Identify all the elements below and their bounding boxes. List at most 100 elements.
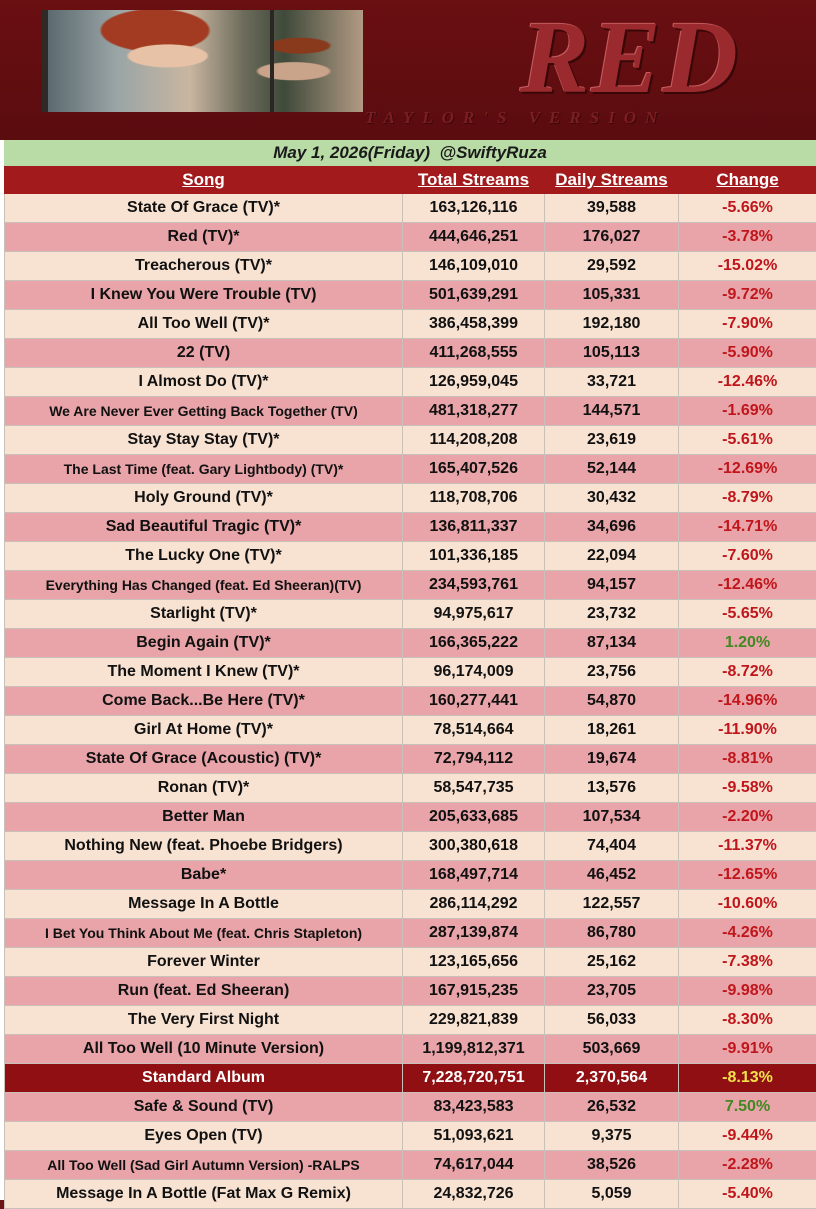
- daily-streams-cell[interactable]: 105,331: [545, 281, 679, 310]
- total-streams-cell[interactable]: 24,832,726: [403, 1180, 545, 1209]
- total-streams-cell[interactable]: 234,593,761: [403, 571, 545, 600]
- total-streams-cell[interactable]: 411,268,555: [403, 339, 545, 368]
- daily-streams-cell[interactable]: 56,033: [545, 1006, 679, 1035]
- change-cell[interactable]: -12.46%: [679, 368, 816, 397]
- song-cell[interactable]: All Too Well (10 Minute Version): [5, 1035, 403, 1064]
- daily-streams-cell[interactable]: 2,370,564: [545, 1064, 679, 1093]
- change-cell[interactable]: -5.65%: [679, 600, 816, 629]
- song-cell[interactable]: Everything Has Changed (feat. Ed Sheeran…: [5, 571, 403, 600]
- song-cell[interactable]: Begin Again (TV)*: [5, 629, 403, 658]
- daily-streams-cell[interactable]: 94,157: [545, 571, 679, 600]
- change-cell[interactable]: -8.79%: [679, 484, 816, 513]
- total-streams-cell[interactable]: 481,318,277: [403, 397, 545, 426]
- daily-streams-cell[interactable]: 9,375: [545, 1122, 679, 1151]
- change-cell[interactable]: -5.40%: [679, 1180, 816, 1209]
- daily-streams-cell[interactable]: 107,534: [545, 803, 679, 832]
- change-cell[interactable]: -7.38%: [679, 948, 816, 977]
- total-streams-cell[interactable]: 300,380,618: [403, 832, 545, 861]
- change-cell[interactable]: -5.61%: [679, 426, 816, 455]
- change-cell[interactable]: -11.90%: [679, 716, 816, 745]
- song-cell[interactable]: Better Man: [5, 803, 403, 832]
- total-streams-cell[interactable]: 229,821,839: [403, 1006, 545, 1035]
- change-cell[interactable]: -2.20%: [679, 803, 816, 832]
- total-streams-cell[interactable]: 168,497,714: [403, 861, 545, 890]
- song-cell[interactable]: Starlight (TV)*: [5, 600, 403, 629]
- total-streams-cell[interactable]: 165,407,526: [403, 455, 545, 484]
- song-cell[interactable]: Girl At Home (TV)*: [5, 716, 403, 745]
- total-streams-cell[interactable]: 114,208,208: [403, 426, 545, 455]
- daily-streams-cell[interactable]: 18,261: [545, 716, 679, 745]
- daily-streams-cell[interactable]: 23,732: [545, 600, 679, 629]
- daily-streams-cell[interactable]: 176,027: [545, 223, 679, 252]
- song-cell[interactable]: I Bet You Think About Me (feat. Chris St…: [5, 919, 403, 948]
- change-cell[interactable]: -12.65%: [679, 861, 816, 890]
- total-streams-cell[interactable]: 51,093,621: [403, 1122, 545, 1151]
- song-cell[interactable]: Message In A Bottle: [5, 890, 403, 919]
- song-cell[interactable]: Babe*: [5, 861, 403, 890]
- col-header-song[interactable]: Song: [5, 167, 403, 194]
- change-cell[interactable]: -12.69%: [679, 455, 816, 484]
- daily-streams-cell[interactable]: 19,674: [545, 745, 679, 774]
- song-cell[interactable]: We Are Never Ever Getting Back Together …: [5, 397, 403, 426]
- change-cell[interactable]: -8.81%: [679, 745, 816, 774]
- total-streams-cell[interactable]: 444,646,251: [403, 223, 545, 252]
- song-cell[interactable]: All Too Well (TV)*: [5, 310, 403, 339]
- daily-streams-cell[interactable]: 25,162: [545, 948, 679, 977]
- song-cell[interactable]: State Of Grace (Acoustic) (TV)*: [5, 745, 403, 774]
- song-cell[interactable]: The Last Time (feat. Gary Lightbody) (TV…: [5, 455, 403, 484]
- change-cell[interactable]: -12.46%: [679, 571, 816, 600]
- change-cell[interactable]: -7.90%: [679, 310, 816, 339]
- total-streams-cell[interactable]: 74,617,044: [403, 1151, 545, 1180]
- change-cell[interactable]: -9.44%: [679, 1122, 816, 1151]
- daily-streams-cell[interactable]: 23,756: [545, 658, 679, 687]
- daily-streams-cell[interactable]: 26,532: [545, 1093, 679, 1122]
- daily-streams-cell[interactable]: 86,780: [545, 919, 679, 948]
- daily-streams-cell[interactable]: 23,705: [545, 977, 679, 1006]
- total-streams-cell[interactable]: 126,959,045: [403, 368, 545, 397]
- daily-streams-cell[interactable]: 39,588: [545, 194, 679, 223]
- daily-streams-cell[interactable]: 13,576: [545, 774, 679, 803]
- change-cell[interactable]: -8.30%: [679, 1006, 816, 1035]
- daily-streams-cell[interactable]: 52,144: [545, 455, 679, 484]
- change-cell[interactable]: -9.98%: [679, 977, 816, 1006]
- total-streams-cell[interactable]: 166,365,222: [403, 629, 545, 658]
- song-cell[interactable]: Message In A Bottle (Fat Max G Remix): [5, 1180, 403, 1209]
- total-streams-cell[interactable]: 146,109,010: [403, 252, 545, 281]
- change-cell[interactable]: -9.72%: [679, 281, 816, 310]
- total-streams-cell[interactable]: 101,336,185: [403, 542, 545, 571]
- daily-streams-cell[interactable]: 33,721: [545, 368, 679, 397]
- total-streams-cell[interactable]: 205,633,685: [403, 803, 545, 832]
- total-streams-cell[interactable]: 287,139,874: [403, 919, 545, 948]
- total-streams-cell[interactable]: 96,174,009: [403, 658, 545, 687]
- daily-streams-cell[interactable]: 46,452: [545, 861, 679, 890]
- daily-streams-cell[interactable]: 22,094: [545, 542, 679, 571]
- daily-streams-cell[interactable]: 144,571: [545, 397, 679, 426]
- daily-streams-cell[interactable]: 192,180: [545, 310, 679, 339]
- song-cell[interactable]: Eyes Open (TV): [5, 1122, 403, 1151]
- change-cell[interactable]: -10.60%: [679, 890, 816, 919]
- change-cell[interactable]: -8.72%: [679, 658, 816, 687]
- daily-streams-cell[interactable]: 38,526: [545, 1151, 679, 1180]
- total-streams-cell[interactable]: 136,811,337: [403, 513, 545, 542]
- daily-streams-cell[interactable]: 29,592: [545, 252, 679, 281]
- change-cell[interactable]: -14.71%: [679, 513, 816, 542]
- song-cell[interactable]: I Knew You Were Trouble (TV): [5, 281, 403, 310]
- total-streams-cell[interactable]: 58,547,735: [403, 774, 545, 803]
- song-cell[interactable]: Sad Beautiful Tragic (TV)*: [5, 513, 403, 542]
- total-streams-cell[interactable]: 118,708,706: [403, 484, 545, 513]
- change-cell[interactable]: 1.20%: [679, 629, 816, 658]
- total-streams-cell[interactable]: 123,165,656: [403, 948, 545, 977]
- change-cell[interactable]: -7.60%: [679, 542, 816, 571]
- total-streams-cell[interactable]: 501,639,291: [403, 281, 545, 310]
- total-streams-cell[interactable]: 160,277,441: [403, 687, 545, 716]
- total-streams-cell[interactable]: 286,114,292: [403, 890, 545, 919]
- song-cell[interactable]: Treacherous (TV)*: [5, 252, 403, 281]
- total-streams-cell[interactable]: 167,915,235: [403, 977, 545, 1006]
- song-cell[interactable]: Come Back...Be Here (TV)*: [5, 687, 403, 716]
- total-streams-cell[interactable]: 72,794,112: [403, 745, 545, 774]
- total-streams-cell[interactable]: 78,514,664: [403, 716, 545, 745]
- song-cell[interactable]: Safe & Sound (TV): [5, 1093, 403, 1122]
- total-streams-cell[interactable]: 163,126,116: [403, 194, 545, 223]
- total-streams-cell[interactable]: 94,975,617: [403, 600, 545, 629]
- daily-streams-cell[interactable]: 87,134: [545, 629, 679, 658]
